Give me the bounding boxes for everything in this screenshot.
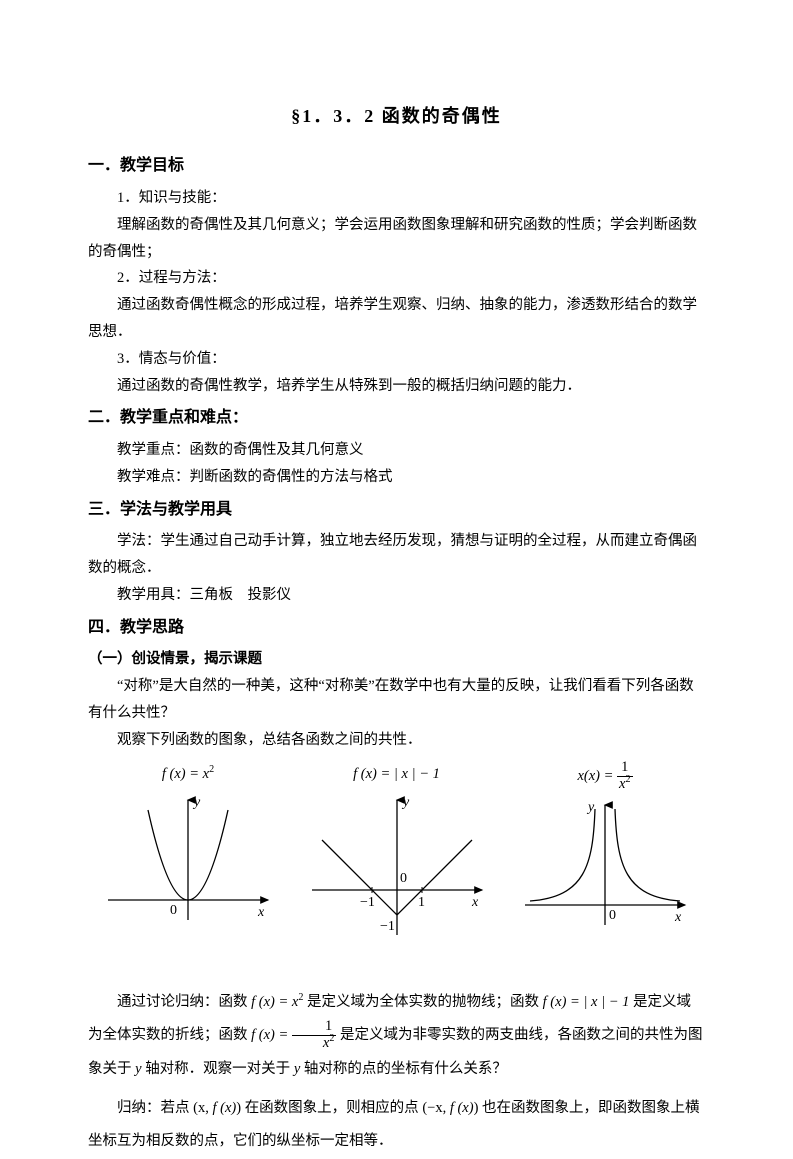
s1-item1-label: 1．知识与技能： [88, 185, 705, 212]
fig3-label-prefix: x(x) = [577, 769, 617, 785]
fig3-label: x(x) = 1x2 [577, 761, 632, 792]
fig2-y: y [401, 795, 410, 810]
fig3-origin: 0 [609, 908, 616, 923]
sum-pt2l: (−x, [422, 1100, 450, 1116]
fig1-svg: 0 x y [98, 790, 278, 930]
concl-mid5: 轴对称的点的坐标有什么关系？ [304, 1061, 507, 1077]
figures-row: f (x) = x2 0 x y [88, 761, 705, 950]
s1-item2-label: 2．过程与方法： [88, 265, 705, 292]
fig3-denexp: 2 [625, 774, 630, 785]
concl-f: f (x) = x [251, 994, 298, 1010]
s4-p2: 观察下列函数的图象，总结各函数之间的共性． [88, 727, 705, 754]
concl-y2: y [294, 1061, 300, 1077]
s4-summary: 归纳：若点 (x, f (x)) 在函数图象上，则相应的点 (−x, f (x)… [88, 1092, 705, 1159]
concl-fexp: 2 [298, 992, 303, 1003]
document-title: §1．3．2 函数的奇偶性 [88, 100, 705, 133]
sum-pre: 归纳：若点 [117, 1100, 193, 1116]
fig2-label: f (x) = | x | − 1 [353, 761, 440, 788]
s2-line1: 教学重点：函数的奇偶性及其几何意义 [88, 437, 705, 464]
fig2-neg1x: −1 [360, 895, 375, 910]
fig1-x: x [257, 905, 265, 920]
s1-item3-text: 通过函数的奇偶性教学，培养学生从特殊到一般的概括归纳问题的能力． [88, 373, 705, 400]
sum-mid1: 在函数图象上，则相应的点 [245, 1100, 423, 1116]
s2-line2: 教学难点：判断函数的奇偶性的方法与格式 [88, 464, 705, 491]
fig2-svg: −1 1 0 −1 x y [302, 790, 492, 940]
s3-line1: 学法：学生通过自己动手计算，独立地去经历发现，猜想与证明的全过程，从而建立奇偶函… [88, 528, 705, 582]
s4-conclusion: 通过讨论归纳：函数 f (x) = x2 是定义域为全体实数的抛物线；函数 f … [88, 986, 705, 1086]
fig2-x: x [471, 895, 479, 910]
s1-item3-label: 3．情态与价值： [88, 346, 705, 373]
section-heading-3: 三．学法与教学用具 [88, 495, 705, 525]
sum-pt2f: f (x) [450, 1100, 474, 1116]
fig1-label-prefix: f (x) = x [162, 766, 209, 782]
figure-absminus1: f (x) = | x | − 1 −1 [297, 761, 497, 950]
section-heading-1: 一．教学目标 [88, 151, 705, 181]
s4-p1: “对称”是大自然的一种美，这种“对称美”在数学中也有大量的反映，让我们看看下列各… [88, 673, 705, 727]
figure-oneoverx2: x(x) = 1x2 0 [505, 761, 705, 944]
fig3-y: y [586, 800, 595, 815]
sum-pt2r: ) [474, 1100, 479, 1116]
fig1-y: y [192, 795, 201, 810]
fig3-x: x [674, 910, 682, 925]
concl-mid4: 轴对称．观察一对关于 [145, 1061, 294, 1077]
s1-item2-text: 通过函数奇偶性概念的形成过程，培养学生观察、归纳、抽象的能力，渗透数形结合的数学… [88, 292, 705, 346]
fig1-label: f (x) = x2 [162, 761, 214, 788]
section-heading-2: 二．教学重点和难点： [88, 403, 705, 433]
figure-parabola: f (x) = x2 0 x y [88, 761, 288, 940]
concl-hdenexp: 2 [329, 1033, 334, 1044]
fig1-origin: 0 [170, 903, 177, 918]
concl-g: f (x) = | x | − 1 [543, 994, 630, 1010]
concl-y1: y [135, 1061, 141, 1077]
fig1-label-exp: 2 [209, 765, 214, 776]
concl-mid1: 是定义域为全体实数的抛物线；函数 [307, 994, 543, 1010]
document-page: §1．3．2 函数的奇偶性 一．教学目标 1．知识与技能： 理解函数的奇偶性及其… [0, 0, 793, 1122]
section4-subheading: （一）创设情景，揭示课题 [88, 646, 705, 673]
s1-item1-text: 理解函数的奇偶性及其几何意义；学会运用函数图象理解和研究函数的性质；学会判断函数… [88, 212, 705, 266]
concl-pre: 通过讨论归纳：函数 [117, 994, 251, 1010]
sum-pt1l: (x, [193, 1100, 212, 1116]
s3-line2: 教学用具：三角板 投影仪 [88, 582, 705, 609]
fig2-origin: 0 [400, 871, 407, 886]
concl-hleft: f (x) = [251, 1027, 292, 1043]
sum-pt1r: ) [236, 1100, 241, 1116]
sum-pt1f: f (x) [212, 1100, 236, 1116]
section-heading-4: 四．教学思路 [88, 613, 705, 643]
fig2-yneg1: −1 [380, 919, 395, 934]
fig3-svg: 0 x y [515, 795, 695, 935]
fig2-pos1x: 1 [418, 895, 425, 910]
